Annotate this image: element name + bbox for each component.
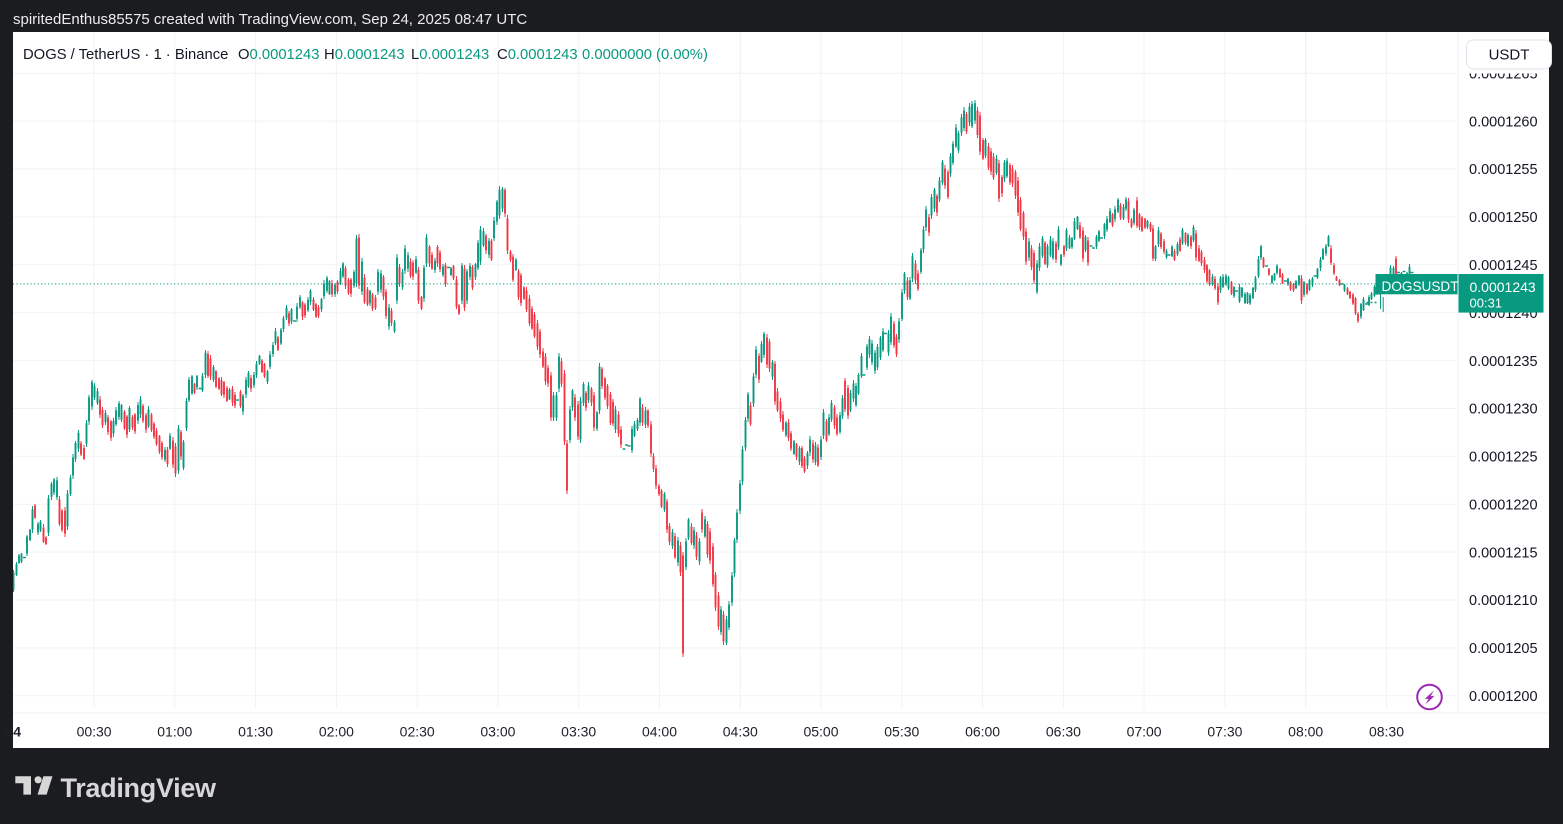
svg-text:DOGSUSDT: DOGSUSDT xyxy=(1382,279,1459,294)
svg-text:02:30: 02:30 xyxy=(400,724,435,740)
svg-text:02:00: 02:00 xyxy=(319,724,354,740)
svg-text:07:30: 07:30 xyxy=(1207,724,1242,740)
svg-text:08:00: 08:00 xyxy=(1288,724,1323,740)
svg-text:00:30: 00:30 xyxy=(77,724,112,740)
svg-text:DOGS / TetherUS · 1 · Binance: DOGS / TetherUS · 1 · Binance xyxy=(23,47,228,63)
svg-text:0.0001250: 0.0001250 xyxy=(1469,210,1538,226)
svg-text:0.0001205: 0.0001205 xyxy=(1469,641,1538,657)
svg-text:C0.0001243: C0.0001243 xyxy=(497,47,578,63)
svg-text:0.0001225: 0.0001225 xyxy=(1469,450,1538,466)
svg-text:03:30: 03:30 xyxy=(561,724,596,740)
svg-text:L0.0001243: L0.0001243 xyxy=(411,47,489,63)
svg-text:0.0001243: 0.0001243 xyxy=(1470,279,1536,295)
svg-text:0.0001220: 0.0001220 xyxy=(1469,497,1538,513)
svg-text:USDT: USDT xyxy=(1489,47,1530,64)
svg-text:24: 24 xyxy=(6,724,22,740)
svg-text:0.0001260: 0.0001260 xyxy=(1469,114,1538,130)
svg-text:07:00: 07:00 xyxy=(1127,724,1162,740)
svg-text:06:00: 06:00 xyxy=(965,724,1000,740)
svg-text:05:30: 05:30 xyxy=(884,724,919,740)
svg-text:00:31: 00:31 xyxy=(1470,296,1503,311)
svg-text:spiritedEnthus85575 created wi: spiritedEnthus85575 created with Trading… xyxy=(13,11,527,28)
svg-text:08:30: 08:30 xyxy=(1369,724,1404,740)
svg-text:03:00: 03:00 xyxy=(480,724,515,740)
svg-text:TradingView: TradingView xyxy=(61,773,218,803)
svg-text:0.0001245: 0.0001245 xyxy=(1469,258,1538,274)
svg-text:01:00: 01:00 xyxy=(157,724,192,740)
svg-text:04:00: 04:00 xyxy=(642,724,677,740)
svg-text:O0.0001243: O0.0001243 xyxy=(238,47,319,63)
svg-text:01:30: 01:30 xyxy=(238,724,273,740)
svg-text:04:30: 04:30 xyxy=(723,724,758,740)
svg-text:06:30: 06:30 xyxy=(1046,724,1081,740)
svg-text:0.0000000 (0.00%): 0.0000000 (0.00%) xyxy=(582,47,708,63)
svg-text:0.0001235: 0.0001235 xyxy=(1469,354,1538,370)
svg-text:0.0001210: 0.0001210 xyxy=(1469,593,1538,609)
svg-text:0.0001215: 0.0001215 xyxy=(1469,545,1538,561)
svg-text:H0.0001243: H0.0001243 xyxy=(324,47,405,63)
svg-text:0.0001200: 0.0001200 xyxy=(1469,689,1538,705)
svg-text:0.0001255: 0.0001255 xyxy=(1469,162,1538,178)
svg-text:0.0001230: 0.0001230 xyxy=(1469,402,1538,418)
svg-text:05:00: 05:00 xyxy=(803,724,838,740)
